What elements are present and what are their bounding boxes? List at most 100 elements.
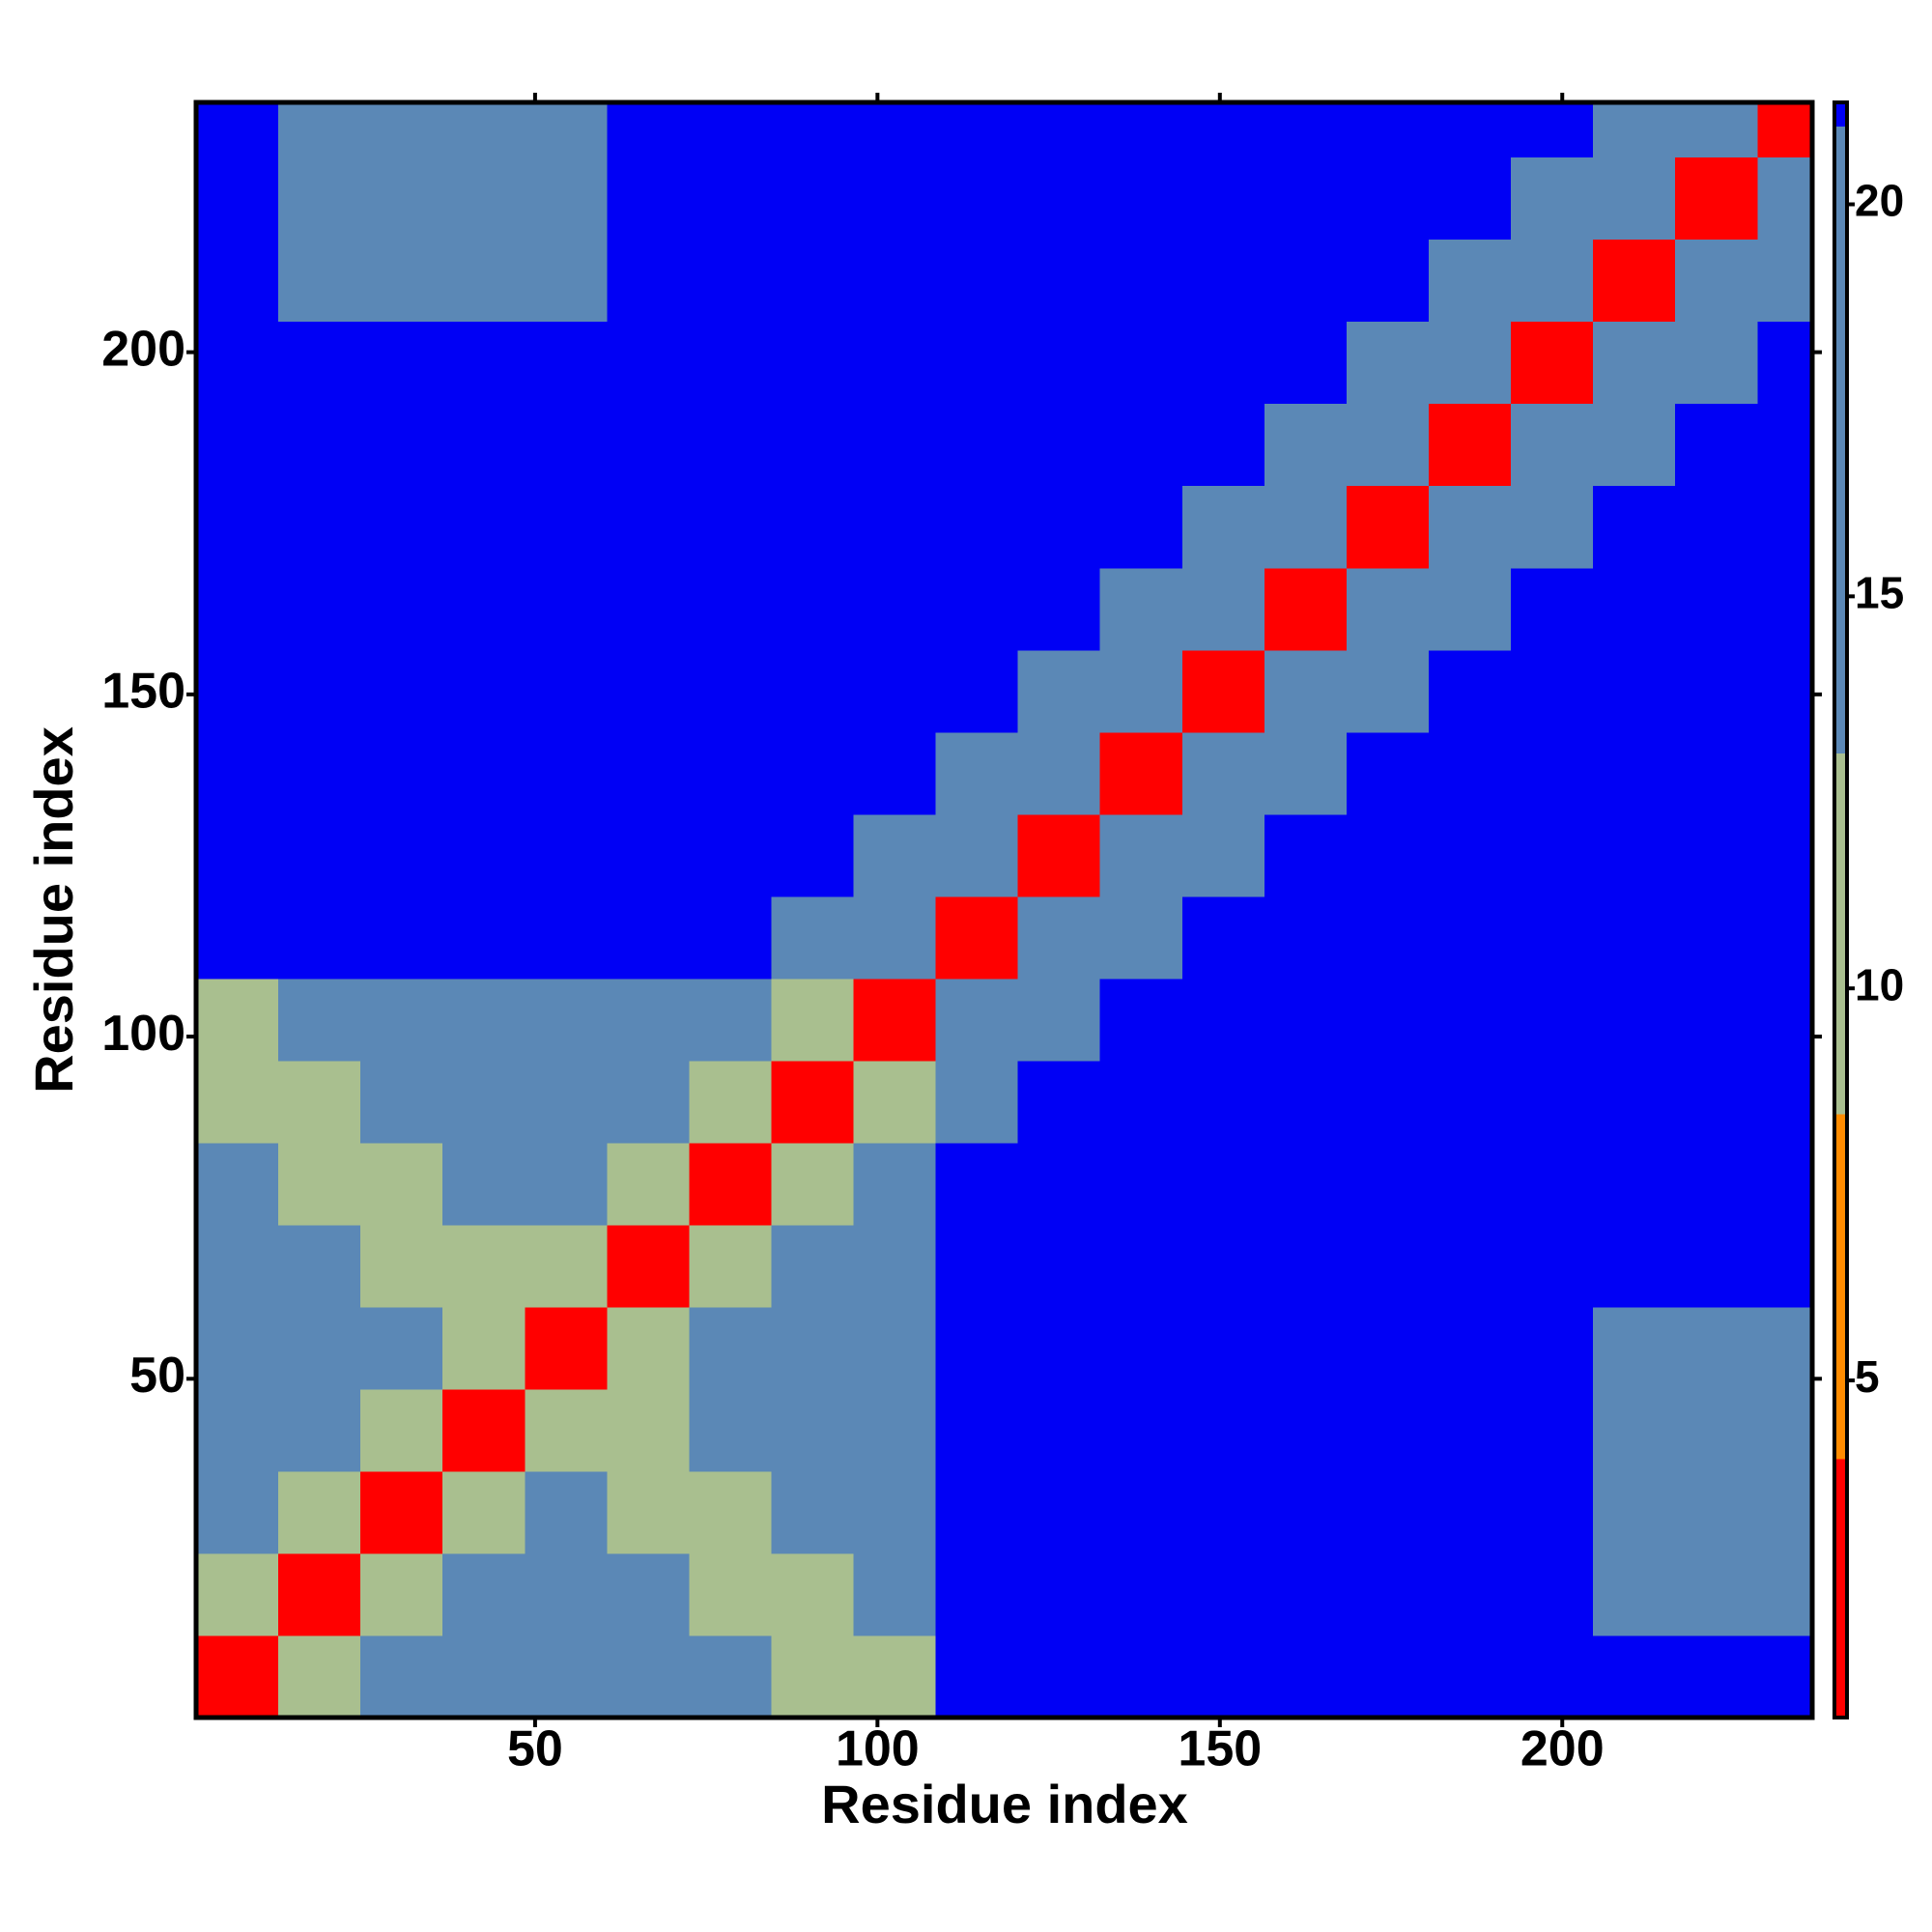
- heatmap-cell: [853, 1142, 937, 1226]
- heatmap-cell: [771, 649, 855, 733]
- heatmap-cell: [1017, 1306, 1101, 1390]
- heatmap-cell: [196, 239, 279, 323]
- heatmap-cell: [1017, 239, 1101, 323]
- heatmap-cell: [1264, 1224, 1348, 1308]
- heatmap-cell: [1757, 156, 1813, 241]
- heatmap-cell: [771, 239, 855, 323]
- heatmap-cell: [1181, 731, 1265, 815]
- heatmap-cell: [1593, 102, 1676, 158]
- heatmap-cell: [935, 1634, 1019, 1719]
- heatmap-cell: [1511, 731, 1594, 815]
- heatmap-cell: [525, 403, 608, 487]
- heatmap-cell: [1181, 485, 1265, 569]
- heatmap-cell: [360, 731, 443, 815]
- heatmap-cell: [525, 1142, 608, 1226]
- heatmap-cell: [689, 156, 772, 241]
- heatmap-cell: [1264, 1142, 1348, 1226]
- heatmap-cell: [1593, 978, 1676, 1062]
- heatmap-cell: [525, 1224, 608, 1308]
- heatmap-cell: [771, 1142, 855, 1226]
- heatmap-cell: [196, 731, 279, 815]
- heatmap-cell: [1511, 567, 1594, 651]
- heatmap-cell: [1346, 1634, 1430, 1719]
- heatmap-cell: [360, 567, 443, 651]
- heatmap-cell: [1675, 731, 1758, 815]
- heatmap-cell: [771, 1388, 855, 1472]
- heatmap-cell: [1181, 1552, 1265, 1636]
- heatmap-cell: [607, 403, 690, 487]
- heatmap-cell: [525, 649, 608, 733]
- heatmap-cell: [278, 567, 361, 651]
- heatmap-cell: [196, 813, 279, 897]
- y-tick-label: 150: [101, 664, 185, 720]
- heatmap-cell: [771, 485, 855, 569]
- heatmap-cell: [1675, 813, 1758, 897]
- heatmap-cell: [442, 567, 526, 651]
- heatmap-cell: [196, 156, 279, 241]
- heatmap-cell: [1429, 403, 1512, 487]
- colorbar-tick-label: 15: [1855, 567, 1904, 617]
- heatmap-cell: [360, 978, 443, 1062]
- heatmap-cell: [935, 156, 1019, 241]
- heatmap-cell: [853, 1060, 937, 1144]
- heatmap-cell: [525, 813, 608, 897]
- heatmap-cell: [689, 403, 772, 487]
- heatmap-cell: [1099, 649, 1183, 733]
- heatmap-cell: [1757, 649, 1813, 733]
- heatmap-cell: [689, 1142, 772, 1226]
- heatmap-cell: [196, 1634, 279, 1719]
- heatmap-cell: [607, 156, 690, 241]
- heatmap-cell: [607, 1634, 690, 1719]
- heatmap-cell: [278, 731, 361, 815]
- heatmap-cell: [935, 485, 1019, 569]
- heatmap-cell: [1099, 485, 1183, 569]
- heatmap-cell: [1181, 102, 1265, 158]
- heatmap-cell: [607, 731, 690, 815]
- heatmap-cell: [1757, 895, 1813, 980]
- heatmap-cell: [1593, 403, 1676, 487]
- heatmap-cell: [607, 1306, 690, 1390]
- heatmap-cell: [771, 567, 855, 651]
- heatmap-cell: [360, 485, 443, 569]
- heatmap-cell: [935, 813, 1019, 897]
- heatmap-cell: [1593, 1552, 1676, 1636]
- heatmap-cell: [1346, 239, 1430, 323]
- heatmap-cell: [1675, 895, 1758, 980]
- colorbar-frame: [1833, 100, 1849, 1719]
- heatmap-cell: [442, 1142, 526, 1226]
- heatmap-cell: [689, 895, 772, 980]
- heatmap-cell: [1511, 1634, 1594, 1719]
- heatmap-cell: [1346, 102, 1430, 158]
- heatmap-cell: [607, 102, 690, 158]
- heatmap-cell: [1675, 485, 1758, 569]
- heatmap-cell: [1346, 813, 1430, 897]
- heatmap-cell: [1181, 1142, 1265, 1226]
- heatmap-cell: [1511, 1552, 1594, 1636]
- heatmap-cell: [853, 102, 937, 158]
- heatmap-cell: [1346, 1552, 1430, 1636]
- heatmap-cell: [360, 321, 443, 405]
- heatmap-cell: [1593, 1388, 1676, 1472]
- heatmap-cell: [1264, 485, 1348, 569]
- heatmap-cell: [525, 895, 608, 980]
- heatmap-cell: [1099, 1552, 1183, 1636]
- heatmap-cell: [1264, 1552, 1348, 1636]
- heatmap-cell: [1017, 731, 1101, 815]
- heatmap-cell: [1346, 1306, 1430, 1390]
- heatmap-cell: [853, 1634, 937, 1719]
- heatmap-cell: [853, 239, 937, 323]
- heatmap-cell: [607, 1224, 690, 1308]
- heatmap-cell: [525, 321, 608, 405]
- heatmap-cell: [1593, 1306, 1676, 1390]
- heatmap-cell: [1429, 485, 1512, 569]
- heatmap-cell: [853, 978, 937, 1062]
- heatmap-cell: [1675, 321, 1758, 405]
- heatmap-cell: [1593, 1142, 1676, 1226]
- heatmap-cell: [1757, 1552, 1813, 1636]
- heatmap-cell: [935, 1388, 1019, 1472]
- heatmap-cell: [196, 102, 279, 158]
- heatmap-cell: [935, 1224, 1019, 1308]
- heatmap-cell: [1675, 1306, 1758, 1390]
- heatmap-cell: [1264, 239, 1348, 323]
